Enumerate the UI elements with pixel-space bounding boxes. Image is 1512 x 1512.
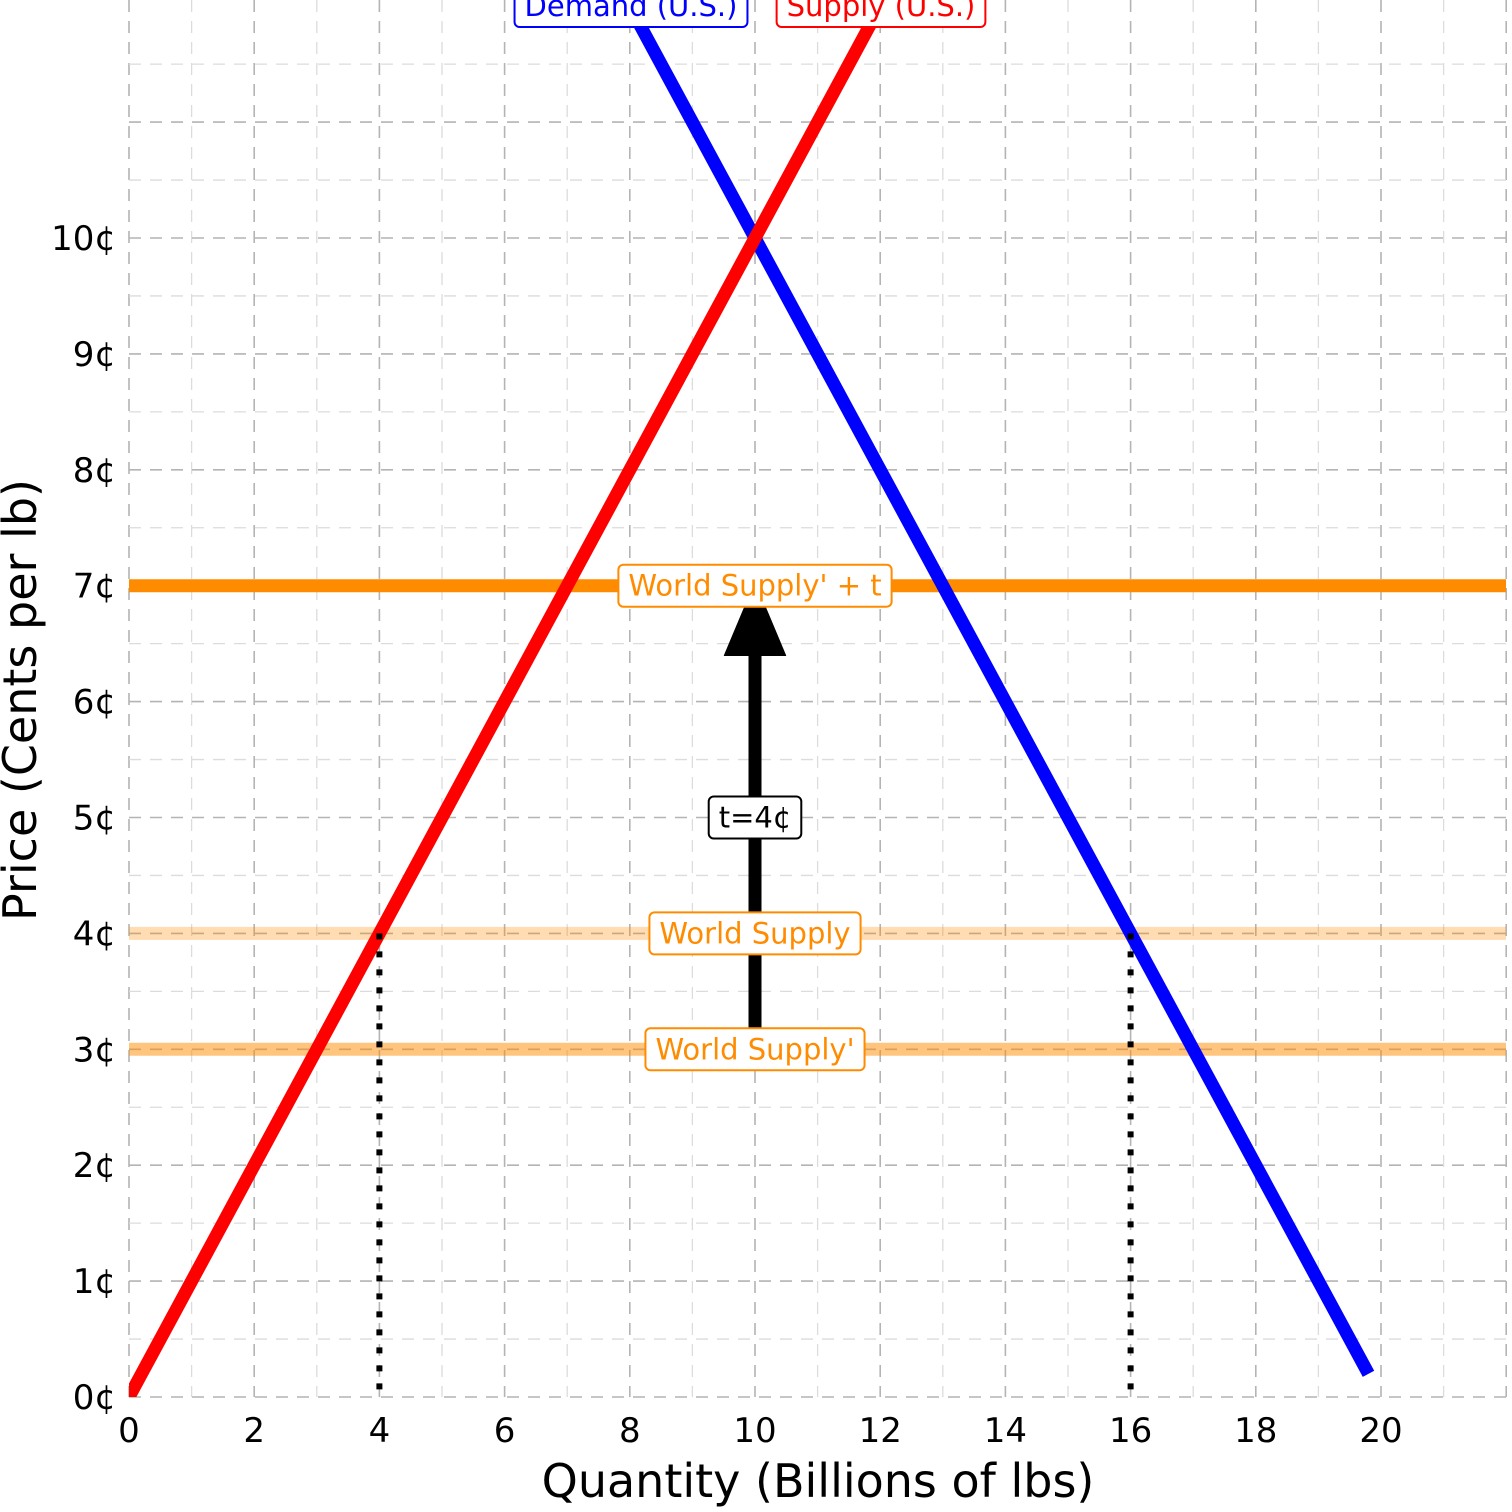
- label-world-supply: World Supply: [648, 911, 862, 956]
- x-tick-label: 12: [859, 1411, 902, 1451]
- label-world-supply-t-box: [617, 563, 893, 608]
- y-tick-label: 0¢: [73, 1378, 116, 1418]
- label-world-supply-t-text: World Supply' + t: [628, 569, 881, 603]
- curve-labels: Demand (U.S.) Supply (U.S.) World Supply' …: [513, 0, 987, 1072]
- y-tick-label: 8¢: [73, 451, 116, 491]
- dotted-quantity-lines: [376, 933, 1134, 1397]
- label-supply-u-s-box: [775, 0, 987, 28]
- y-tick-label: 6¢: [73, 683, 116, 723]
- x-axis-title: Quantity (Billions of lbs): [542, 1454, 1095, 1508]
- y-tick-label: 5¢: [73, 799, 116, 839]
- y-axis-ticks: 0¢ 1¢ 2¢ 3¢ 4¢ 5¢ 6¢ 7¢ 8¢ 9¢ 10¢: [51, 219, 116, 1418]
- x-tick-label: 2: [243, 1411, 265, 1451]
- label-demand-u-s-text: Demand (U.S.): [525, 0, 738, 23]
- label-world-supply-text: World Supply: [659, 916, 850, 950]
- label-world-supply-t: World Supply' + t: [617, 563, 893, 608]
- x-tick-label: 4: [369, 1411, 391, 1451]
- curves: [129, 3, 1375, 1397]
- x-tick-label: 10: [733, 1411, 776, 1451]
- y-axis-title: Price (Cents per lb): [0, 479, 47, 921]
- x-tick-label: 18: [1234, 1411, 1277, 1451]
- supply-curve: [129, 3, 886, 1397]
- label-supply-u-s-text: Supply (U.S.): [787, 0, 976, 23]
- x-tick-label: 14: [984, 1411, 1027, 1451]
- y-tick-label: 4¢: [73, 914, 116, 954]
- y-tick-label: 1¢: [73, 1262, 116, 1302]
- label-world-supply-text: World Supply': [655, 1032, 854, 1066]
- label-world-supply-box: [648, 911, 862, 956]
- y-tick-label: 10¢: [51, 219, 116, 259]
- tariff-label: t=4¢: [707, 795, 803, 840]
- y-tick-label: 2¢: [73, 1146, 116, 1186]
- label-demand-u-s: Demand (U.S.): [513, 0, 749, 28]
- x-tick-label: 16: [1109, 1411, 1152, 1451]
- x-tick-label: 6: [494, 1411, 516, 1451]
- x-axis-ticks: 0 2 4 6 8 10 12 14 16 18 20: [118, 1411, 1402, 1451]
- label-world-supply-box: [644, 1027, 866, 1072]
- x-tick-label: 0: [118, 1411, 140, 1451]
- demand-curve: [624, 3, 1375, 1377]
- label-supply-u-s: Supply (U.S.): [775, 0, 987, 28]
- y-tick-label: 7¢: [73, 567, 116, 607]
- label-demand-u-s-box: [513, 0, 749, 28]
- tariff-label-text: t=4¢: [719, 801, 792, 835]
- x-tick-label: 20: [1359, 1411, 1402, 1451]
- tariff-label-box: [707, 795, 803, 840]
- y-tick-label: 3¢: [73, 1030, 116, 1070]
- grid: [128, 0, 1507, 1398]
- y-tick-label: 9¢: [73, 335, 116, 375]
- x-tick-label: 8: [619, 1411, 641, 1451]
- label-world-supply: World Supply': [644, 1027, 866, 1072]
